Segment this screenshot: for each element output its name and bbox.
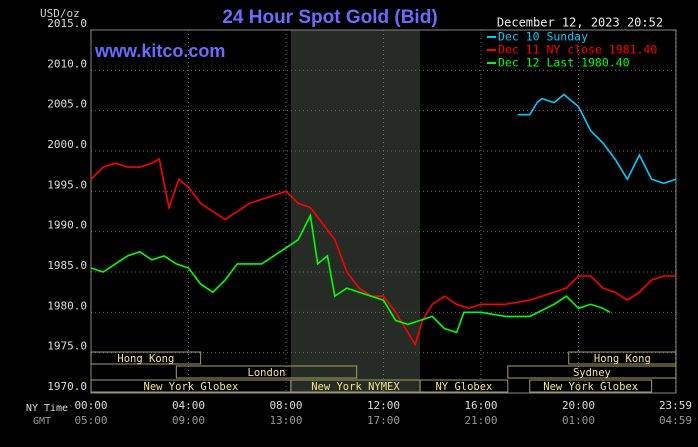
legend-label: Dec 10 Sunday	[498, 30, 588, 44]
x-tick-label: 12:00	[367, 399, 400, 412]
session-box	[568, 351, 677, 365]
x-tick-label: 04:00	[172, 399, 205, 412]
y-tick-label: 1980.0	[47, 299, 87, 312]
session-label: Sydney	[573, 367, 611, 379]
y-tick-label: 2000.0	[47, 138, 87, 151]
gmt-tick-label: 13:00	[269, 414, 302, 427]
gmt-tick-label: 01:00	[562, 414, 595, 427]
session-label: New York Globex	[543, 381, 638, 393]
y-tick-label: 2005.0	[47, 98, 87, 111]
session-box	[419, 379, 509, 393]
gmt-tick-label: 21:00	[464, 414, 497, 427]
gmt-tick-label: 05:00	[74, 414, 107, 427]
watermark: www.kitco.com	[94, 41, 225, 61]
x-row-label: GMT	[33, 416, 51, 427]
y-tick-label: 1970.0	[47, 380, 87, 393]
chart-title: 24 Hour Spot Gold (Bid)	[222, 7, 437, 28]
session-label: New York Globex	[144, 381, 239, 393]
session-box	[507, 365, 677, 379]
session-label: NY Globex	[435, 381, 492, 393]
session-box	[90, 351, 202, 365]
x-tick-label: 08:00	[269, 399, 302, 412]
y-tick-label: 1975.0	[47, 340, 87, 353]
x-tick-label: 23:59	[659, 399, 692, 412]
gmt-tick-label: 17:00	[367, 414, 400, 427]
x-tick-label: 16:00	[464, 399, 497, 412]
session-label: Hong Kong	[594, 353, 651, 365]
gmt-tick-label: 04:59	[659, 414, 692, 427]
series-line	[90, 157, 676, 347]
session-box	[175, 365, 358, 379]
legend-label: Dec 12 Last 1980.40	[498, 56, 630, 70]
gmt-tick-label: 09:00	[172, 414, 205, 427]
y-tick-label: 2010.0	[47, 57, 87, 70]
session-box	[529, 379, 653, 393]
unit-label: USD/oz	[40, 7, 80, 20]
series-line	[90, 212, 611, 334]
plot-frame	[90, 29, 677, 394]
session-label: Hong Kong	[117, 353, 174, 365]
y-tick-label: 1985.0	[47, 259, 87, 272]
series-line	[517, 93, 677, 185]
session-label: New York NYMEX	[311, 381, 400, 393]
x-row-label: NY Time	[26, 403, 68, 414]
timestamp: December 12, 2023 20:52	[497, 16, 663, 30]
y-tick-label: 1990.0	[47, 219, 87, 232]
session-shade	[290, 30, 421, 393]
x-tick-label: 00:00	[74, 399, 107, 412]
y-tick-label: 2015.0	[47, 17, 87, 30]
legend-label: Dec 11 NY close 1981.40	[498, 43, 657, 57]
x-tick-label: 20:00	[562, 399, 595, 412]
y-tick-label: 1995.0	[47, 178, 87, 191]
session-label: London	[248, 367, 286, 379]
